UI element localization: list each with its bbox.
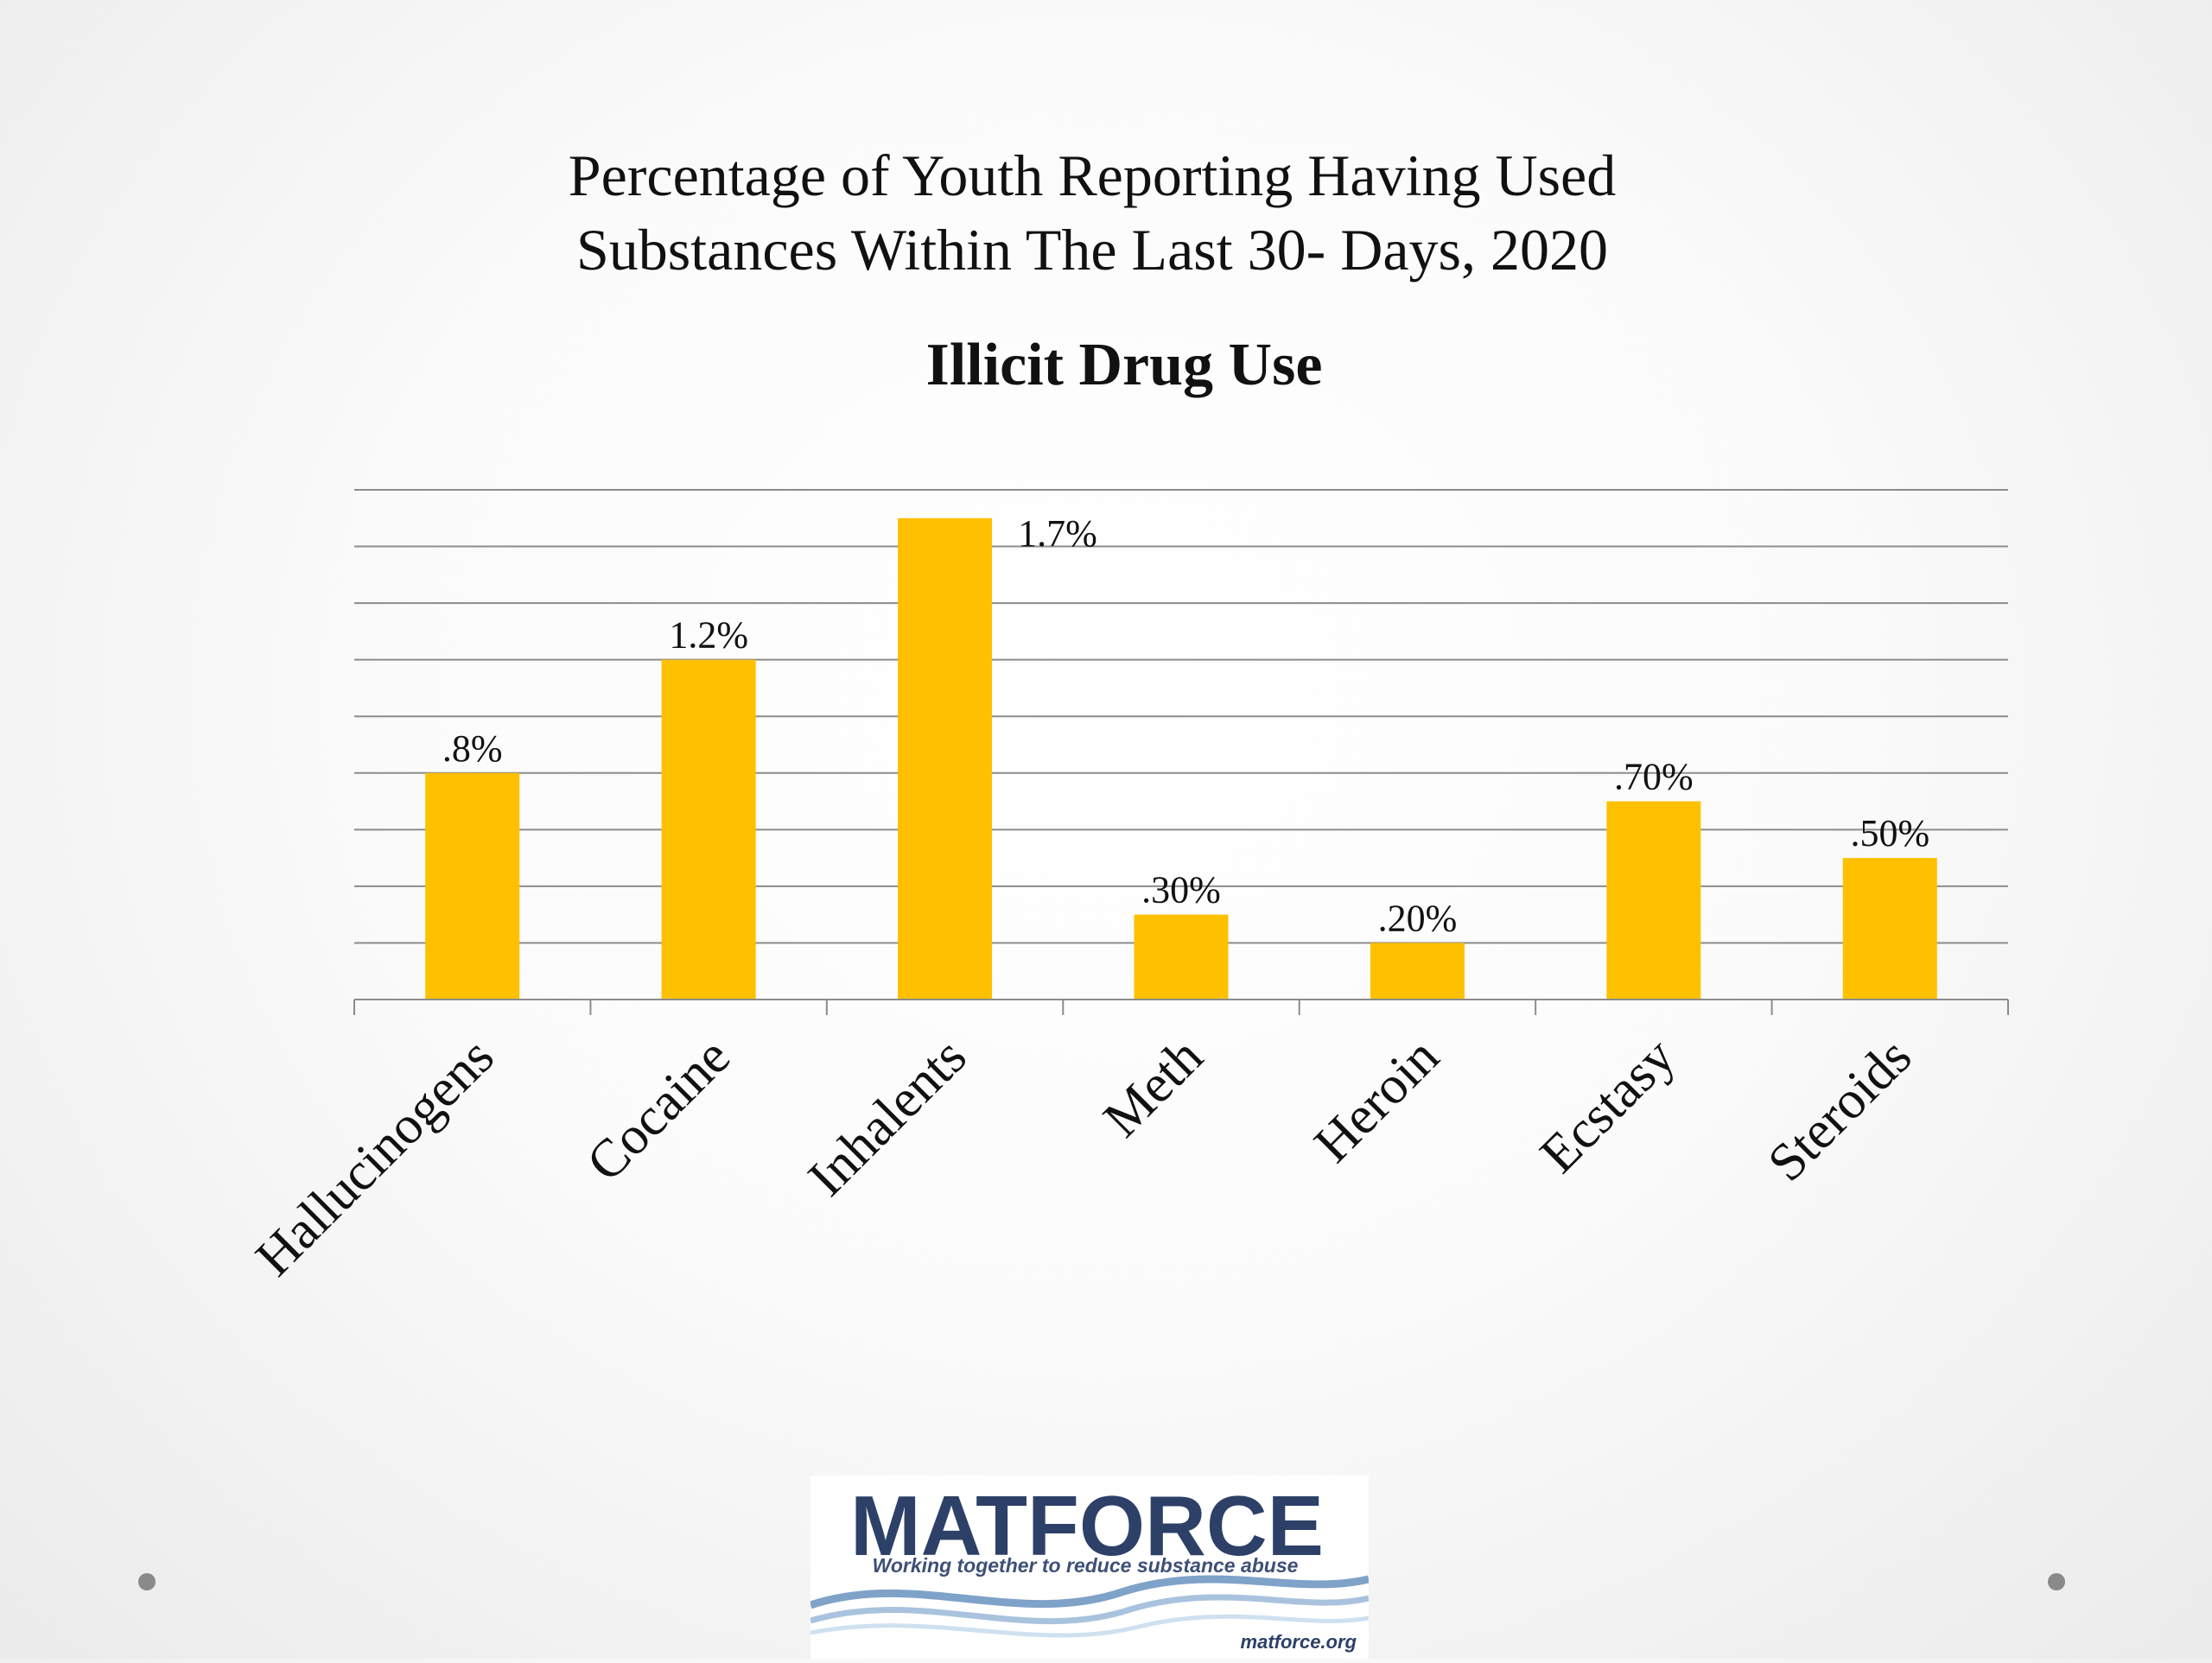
data-label: .20% xyxy=(1378,897,1458,939)
bar-cocaine xyxy=(661,659,756,1000)
data-labels: .8% 1.2% 1.7% .30% .20% .70% .50% xyxy=(442,512,1929,940)
category-label: Heroin xyxy=(1304,1027,1451,1174)
category-label: Meth xyxy=(1092,1027,1214,1149)
slide-title-line-2: Substances Within The Last 30- Days, 202… xyxy=(575,217,1609,282)
bar-hallucinogens xyxy=(425,772,520,1000)
bar-ecstasy xyxy=(1606,801,1701,1000)
category-label: Hallucinogens xyxy=(245,1027,505,1287)
category-label: Ecstasy xyxy=(1529,1027,1687,1184)
matforce-logo: MATFORCE Working together to reduce subs… xyxy=(809,1476,1370,1659)
slide-nav-dot-left xyxy=(138,1573,156,1590)
slide-nav-dot-right xyxy=(2048,1573,2065,1590)
category-label: Cocaine xyxy=(575,1027,741,1193)
data-label: .30% xyxy=(1141,869,1221,911)
bar-meth xyxy=(1134,914,1229,1000)
logo-url: matforce.org xyxy=(1241,1631,1357,1653)
category-label: Inhalents xyxy=(798,1027,978,1208)
category-labels: Hallucinogens Cocaine Inhalents Meth Heroin E… xyxy=(245,1027,1923,1287)
bar-heroin xyxy=(1370,943,1465,1000)
data-label: 1.7% xyxy=(1018,512,1097,555)
slide-title: Percentage of Youth Reporting Having Use… xyxy=(0,138,2184,287)
data-label: .50% xyxy=(1850,812,1929,854)
data-label: .70% xyxy=(1614,756,1694,798)
chart-title: Illicit Drug Use xyxy=(926,332,1323,398)
slide-title-line-1: Percentage of Youth Reporting Having Use… xyxy=(568,143,1617,208)
x-axis xyxy=(353,999,2009,1015)
gridlines xyxy=(354,489,2008,944)
bars xyxy=(425,517,1937,1000)
bar-steroids xyxy=(1842,858,1937,1000)
logo-tagline: Working together to reduce substance abu… xyxy=(873,1554,1299,1577)
data-label: 1.2% xyxy=(669,614,748,657)
logo-name: MATFORCE xyxy=(850,1478,1324,1573)
data-label: .8% xyxy=(442,727,503,770)
bar-inhalents xyxy=(898,517,993,1000)
category-label: Steroids xyxy=(1757,1027,1923,1193)
